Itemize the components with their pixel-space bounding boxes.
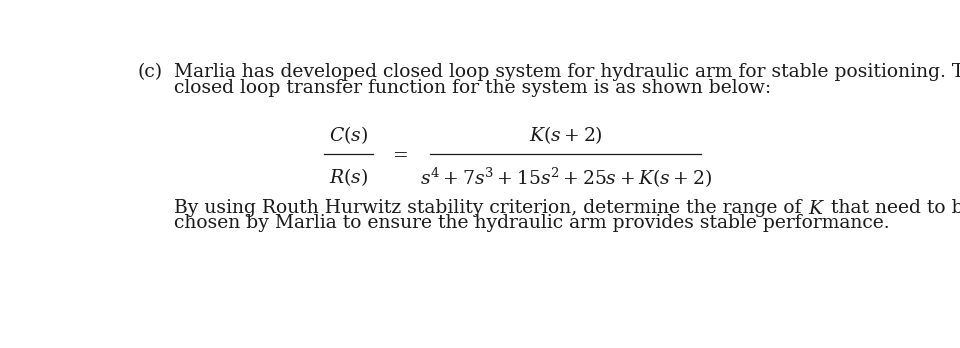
Text: $K$: $K$ bbox=[807, 199, 825, 218]
Text: $s^4+7s^3+15s^2+25s+K(s+2)$: $s^4+7s^3+15s^2+25s+K(s+2)$ bbox=[420, 166, 711, 190]
Text: $R(s)$: $R(s)$ bbox=[329, 166, 369, 188]
Text: that need to be: that need to be bbox=[825, 199, 960, 217]
Text: Marlia has developed closed loop system for hydraulic arm for stable positioning: Marlia has developed closed loop system … bbox=[175, 63, 960, 81]
Text: $K(s+2)$: $K(s+2)$ bbox=[529, 124, 603, 146]
Text: closed loop transfer function for the system is as shown below:: closed loop transfer function for the sy… bbox=[175, 79, 772, 97]
Text: $=$: $=$ bbox=[389, 144, 408, 163]
Text: chosen by Marlia to ensure the hydraulic arm provides stable performance.: chosen by Marlia to ensure the hydraulic… bbox=[175, 214, 890, 232]
Text: $C(s)$: $C(s)$ bbox=[329, 124, 369, 146]
Text: (c): (c) bbox=[137, 63, 162, 81]
Text: By using Routh Hurwitz stability criterion, determine the range of: By using Routh Hurwitz stability criteri… bbox=[175, 199, 807, 217]
